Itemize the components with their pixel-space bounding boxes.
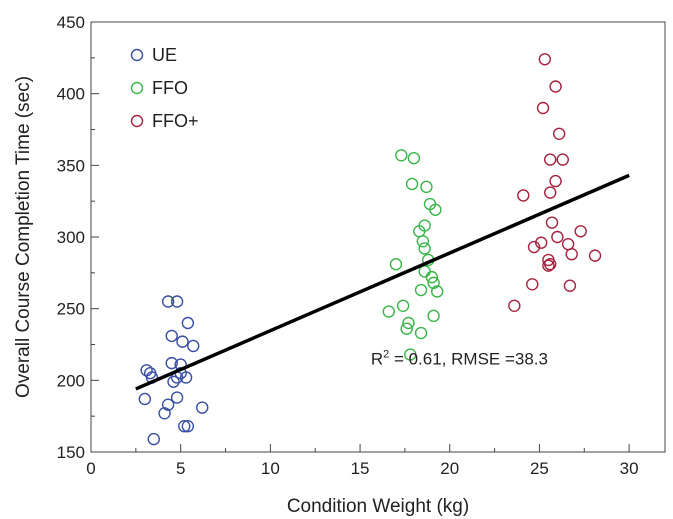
axis-tick-labels: 0 5 10 15 20 25 30 150 200 250 300 350 400 450 [57,13,639,478]
legend-label: UE [152,45,177,65]
x-tick-label: 20 [440,459,459,478]
data-point [382,305,395,318]
data-point [544,186,557,199]
data-point [526,278,539,291]
data-point [170,295,184,308]
data-point [416,235,430,248]
data-point [588,249,602,262]
data-point [420,180,433,194]
data-point [517,189,530,202]
data-point [167,375,180,388]
trend-line [135,173,630,391]
data-point [178,420,191,433]
data-point [161,398,175,411]
data-point [405,177,419,191]
legend-item: FFO [130,78,188,98]
y-axis-title: Overall Course Completion Time (sec) [13,76,34,398]
series-ue [138,295,209,446]
data-points [138,53,602,446]
axis-ticks [90,21,630,453]
data-point [140,364,153,377]
data-point [536,101,550,115]
data-point [549,174,562,188]
data-point [508,299,521,312]
data-point [418,219,431,232]
data-point [196,401,209,414]
data-point [552,127,566,141]
data-point [395,149,408,162]
series-ffo [382,149,444,361]
data-point [158,407,171,420]
x-tick-label: 0 [86,459,95,478]
x-tick-label: 30 [620,459,639,478]
data-point [414,326,428,340]
data-point [542,259,555,272]
data-point [418,265,431,278]
x-tick-label: 15 [351,459,370,478]
y-tick-label: 300 [57,228,85,247]
data-point [418,242,431,255]
legend: UE FFO FFO+ [130,45,199,131]
y-tick-label: 200 [57,371,85,390]
legend-item: UE [130,45,177,65]
data-point [404,348,417,361]
data-point [551,230,564,244]
data-point [545,216,559,229]
data-point [187,339,200,353]
data-point [565,247,578,261]
legend-marker [130,48,144,62]
x-axis-title: Condition Weight (kg) [287,496,469,517]
series-ffo-plus [508,53,602,312]
legend-item: FFO+ [130,111,199,131]
data-point [538,53,552,66]
data-point [402,316,415,330]
legend-label: FFO [152,78,188,98]
legend-label: FFO+ [152,111,199,131]
data-point [414,283,428,297]
data-point [544,153,557,166]
data-point [527,240,541,254]
y-tick-label: 250 [57,300,85,319]
y-tick-label: 450 [57,13,85,32]
y-tick-label: 150 [57,443,85,462]
y-tick-label: 400 [57,85,85,104]
x-tick-label: 10 [261,459,280,478]
data-point [563,279,577,292]
x-tick-label: 5 [176,459,185,478]
legend-marker [130,114,144,128]
data-point [549,80,562,93]
data-point [165,329,178,343]
data-point [574,225,587,238]
r2-prefix: R [371,350,383,369]
data-point [535,236,548,249]
data-point [544,258,557,271]
fit-stats: = 0.61, RMSE =38.3 [389,350,548,369]
data-point [179,371,193,384]
data-point [389,258,403,271]
data-point [396,299,410,312]
data-point [427,309,440,323]
r2-superscript: 2 [383,349,389,361]
data-point [429,203,442,216]
data-point [425,270,439,284]
data-point [147,432,160,446]
data-point [400,322,413,335]
fit-annotation: R2 = 0.61, RMSE =38.3 [371,349,548,369]
data-point [430,285,444,298]
data-point [170,391,184,404]
data-point [165,356,178,370]
data-point [181,316,195,330]
data-point [181,420,195,433]
x-tick-label: 25 [530,459,549,478]
y-tick-label: 350 [57,156,85,175]
data-point [138,392,152,406]
data-point [427,276,440,290]
data-point [176,335,189,348]
data-point [556,153,569,166]
legend-marker [130,81,144,95]
data-point [161,295,175,308]
data-point [407,151,421,165]
